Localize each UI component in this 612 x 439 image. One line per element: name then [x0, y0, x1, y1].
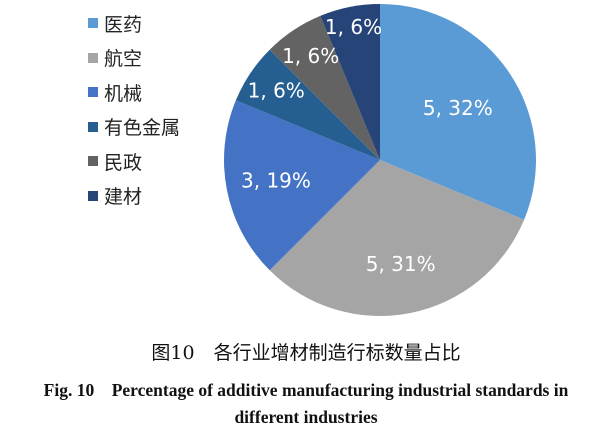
figure-caption-en-line2: different industries	[234, 407, 378, 427]
legend-swatch	[88, 52, 98, 63]
legend-item: 医药	[88, 6, 180, 41]
legend-swatch	[88, 87, 98, 98]
legend-item: 民政	[88, 144, 180, 179]
pie-slice-2	[223, 100, 380, 271]
pie-slice-4	[269, 15, 380, 161]
data-label: 5, 31%	[366, 252, 436, 276]
data-label: 5, 32%	[423, 96, 493, 120]
legend-swatch	[88, 18, 98, 29]
legend-label: 医药	[104, 13, 143, 36]
legend-swatch	[88, 121, 98, 132]
data-label: 1, 6%	[282, 44, 339, 68]
legend-item: 航空	[88, 41, 180, 76]
data-label: 1, 6%	[325, 15, 382, 39]
pie-slice-1	[269, 160, 525, 316]
figure-caption-cn: 图10 各行业增材制造行标数量占比	[151, 342, 461, 364]
figure-caption-en-line1: Fig. 10 Percentage of additive manufactu…	[43, 380, 569, 400]
pie-slice-5	[320, 3, 380, 160]
legend-label: 航空	[104, 48, 143, 71]
pie-chart: 5, 32% 5, 31% 3, 19% 1, 6% 1, 6% 1, 6%	[223, 3, 536, 316]
legend-item: 建材	[88, 179, 180, 214]
legend-label: 机械	[104, 82, 143, 105]
legend-item: 有色金属	[88, 110, 180, 145]
pie-slice-0	[380, 4, 536, 220]
legend-label: 建材	[104, 186, 143, 209]
legend: 医药 航空 机械 有色金属 民政 建材	[88, 6, 180, 213]
data-label: 1, 6%	[248, 79, 305, 103]
legend-swatch	[88, 190, 98, 201]
data-label: 3, 19%	[241, 169, 311, 193]
legend-label: 有色金属	[104, 117, 181, 140]
legend-label: 民政	[104, 151, 143, 174]
pie-slice-3	[235, 49, 380, 160]
legend-swatch	[88, 156, 98, 167]
legend-item: 机械	[88, 75, 180, 110]
